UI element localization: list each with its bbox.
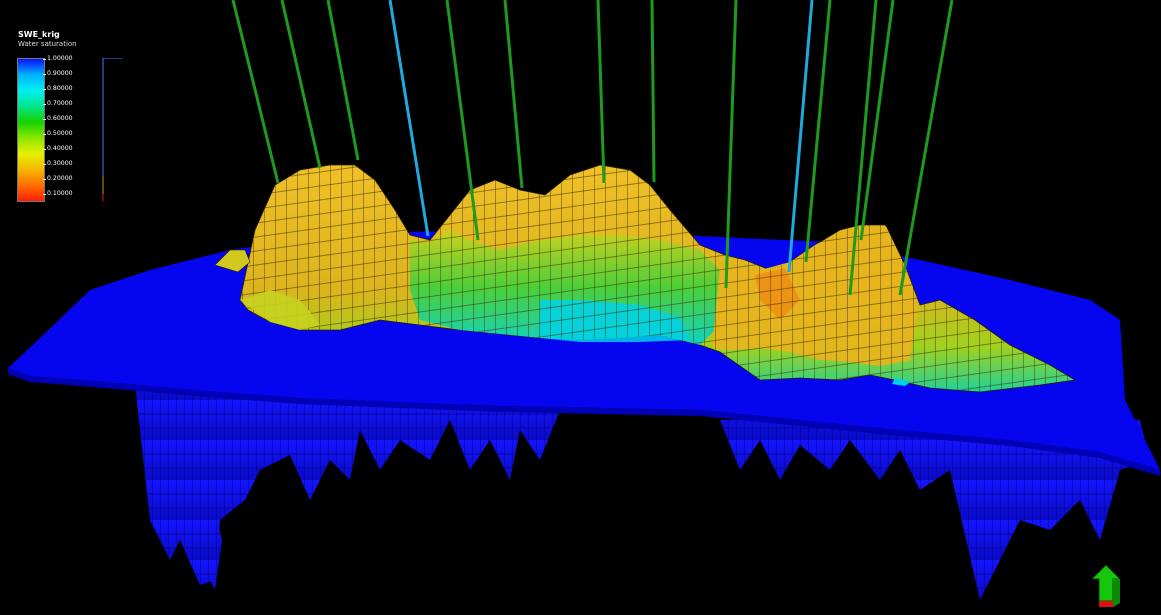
- legend-tick-label: 0.80000: [47, 84, 73, 92]
- saturation-surface: [214, 164, 1077, 393]
- legend-tick-label: 0.40000: [47, 144, 73, 152]
- legend-tick-mark: [43, 88, 46, 90]
- legend-tick-label: 0.30000: [47, 159, 73, 167]
- legend-tick-label: 0.20000: [47, 174, 73, 182]
- legend-histogram: [102, 58, 123, 201]
- orientation-up-arrow-icon[interactable]: [1091, 564, 1121, 607]
- legend-tick-mark: [43, 103, 46, 105]
- legend-tick-mark: [43, 193, 46, 195]
- legend-property-name: SWE_krig: [18, 30, 60, 39]
- underside-structures: [135, 385, 1150, 600]
- well-trajectories: [231, 0, 954, 296]
- legend-tick-label: 1.00000: [47, 55, 73, 62]
- legend-tick-label: 0.50000: [47, 129, 73, 137]
- legend-tick-label: 0.10000: [47, 189, 73, 197]
- legend-tick-mark: [43, 118, 46, 120]
- legend-tick-mark: [43, 148, 46, 150]
- legend-tick-label: 0.90000: [47, 69, 73, 77]
- legend-tick-mark: [43, 133, 46, 135]
- legend-tick-label: 0.70000: [47, 99, 73, 107]
- colorbar: [17, 58, 45, 202]
- color-legend[interactable]: SWE_krig Water saturation 1.00000 0.90000…: [14, 30, 124, 210]
- legend-tick-mark: [43, 59, 46, 60]
- legend-tick-mark: [43, 73, 46, 75]
- legend-tick-mark: [43, 178, 46, 180]
- legend-tick-mark: [43, 163, 46, 165]
- legend-tick-label: 0.60000: [47, 114, 73, 122]
- legend-property-description: Water saturation: [18, 40, 77, 48]
